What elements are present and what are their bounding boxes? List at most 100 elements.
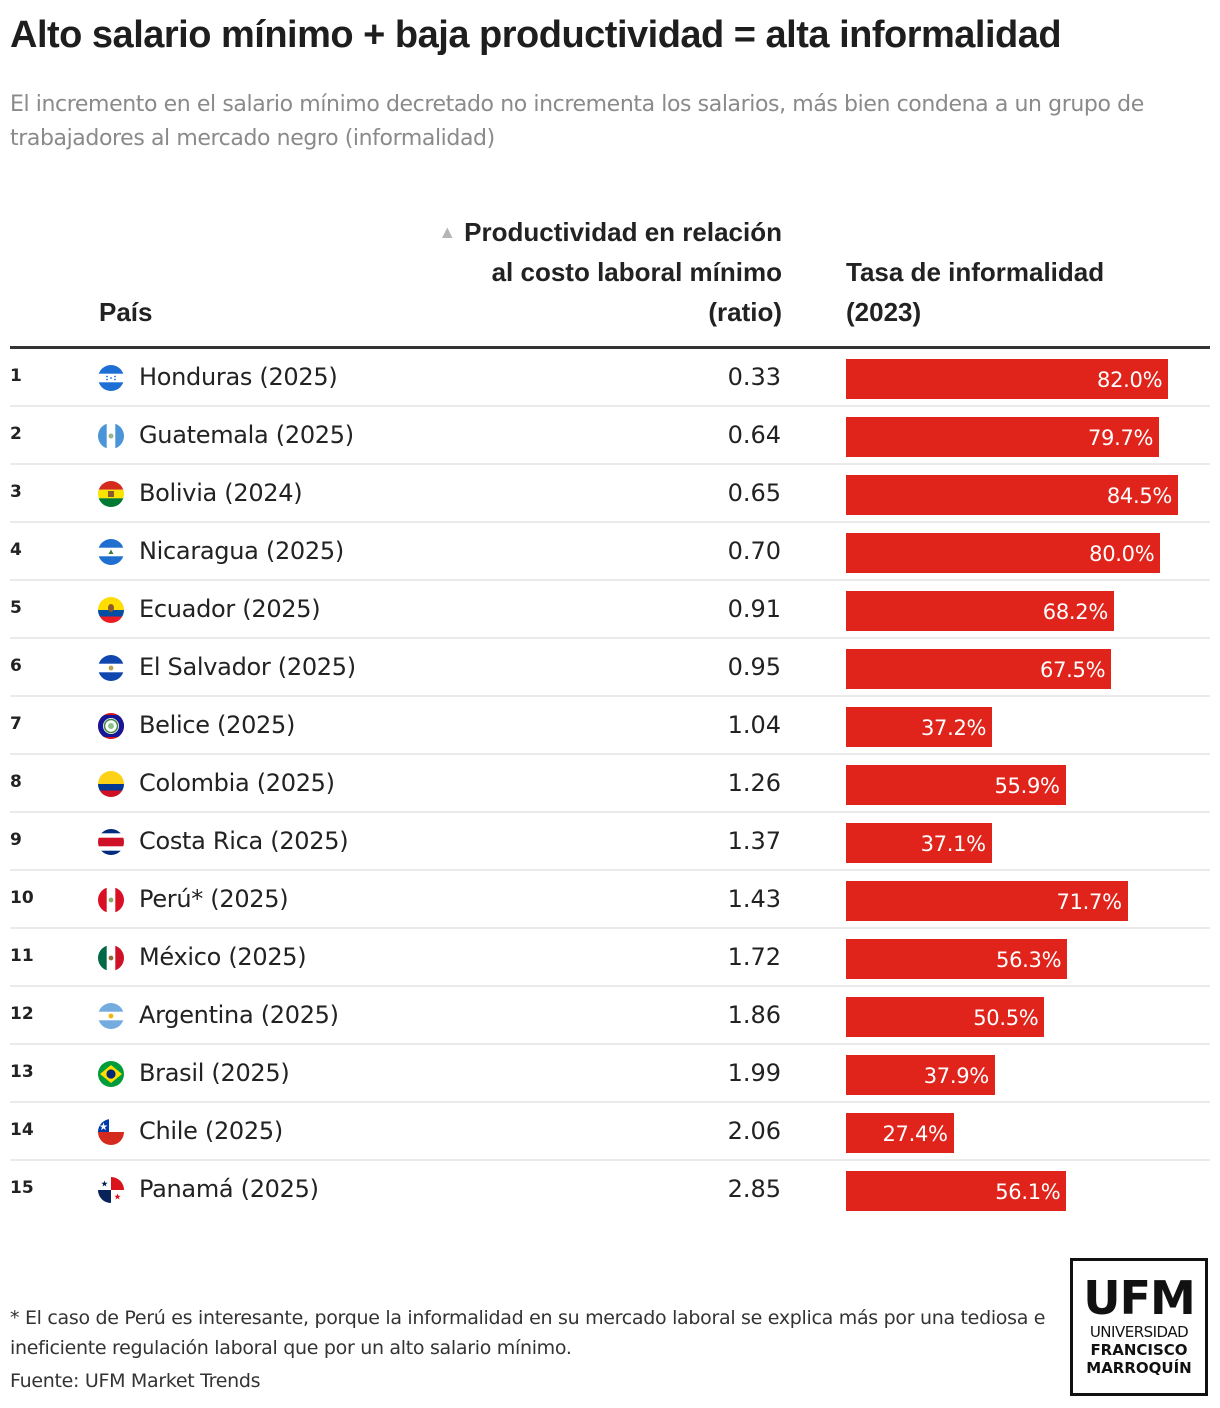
informality-label: 37.9% [923,1064,990,1088]
informality-label: 56.1% [995,1180,1061,1204]
productivity-value: 0.65 [727,479,781,507]
informality-bar: 50.5% [846,997,1045,1037]
row-rank: 10 [10,888,34,908]
country-name: Bolivia (2024) [139,479,303,507]
productivity-value: 1.37 [727,827,781,855]
informality-bar: 56.1% [846,1171,1067,1211]
productivity-value: 0.91 [727,595,781,623]
row-rank: 1 [10,366,22,386]
informality-label: 27.4% [882,1122,948,1146]
informality-bar: 27.4% [846,1113,954,1153]
row-rank: 3 [10,482,22,502]
informality-bar: 84.5% [846,475,1179,515]
table-row: 15 Panamá (2025) 2.85 56.1% [10,1161,1210,1219]
country-name: Perú* (2025) [139,885,289,913]
informality-label: 55.9% [994,774,1060,798]
table-row: 9 Costa Rica (2025) 1.37 37.1% [10,813,1210,871]
table-row: 7 Belice (2025) 1.04 37.2% [10,697,1210,755]
country-name: Guatemala (2025) [139,421,354,449]
informality-bar: 56.3% [846,939,1068,979]
column-header-productivity[interactable]: ▲ Productividad en relación al costo labo… [422,212,782,332]
row-rank: 13 [10,1062,34,1082]
table-row: 1 Honduras (2025) 0.33 82.0% [10,349,1210,407]
country-name: Nicaragua (2025) [139,537,344,565]
row-rank: 9 [10,830,22,850]
informality-label: 79.7% [1088,426,1154,450]
country-name: Panamá (2025) [139,1175,319,1203]
informality-label: 67.5% [1040,658,1106,682]
argentina-flag-icon [98,1003,124,1029]
row-rank: 4 [10,540,22,560]
mexico-flag-icon [98,945,124,971]
table-row: 6 El Salvador (2025) 0.95 67.5% [10,639,1210,697]
informality-label: 71.7% [1056,890,1123,914]
country-name: Chile (2025) [139,1117,283,1145]
informality-bar: 55.9% [846,765,1066,805]
informality-label: 84.5% [1106,484,1173,508]
table-body: 1 Honduras (2025) 0.33 82.0% 2 Guatemala (202… [10,349,1210,1219]
informality-bar: 71.7% [846,881,1128,921]
table-row: 5 Ecuador (2025) 0.91 68.2% [10,581,1210,639]
table-row: 3 Bolivia (2024) 0.65 84.5% [10,465,1210,523]
row-rank: 12 [10,1004,34,1024]
chile-flag-icon [98,1119,124,1145]
column-header-country[interactable]: País [99,297,153,327]
header-divider [10,346,1210,349]
sort-ascending-icon[interactable]: ▲ [438,222,457,242]
row-rank: 5 [10,598,22,618]
colombia-flag-icon [98,771,124,797]
informality-bar: 67.5% [846,649,1112,689]
row-rank: 6 [10,656,22,676]
guatemala-flag-icon [98,423,124,449]
informality-bar: 82.0% [846,359,1169,399]
country-name: Belice (2025) [139,711,296,739]
informality-bar: 79.7% [846,417,1160,457]
row-rank: 11 [10,946,34,966]
honduras-flag-icon [98,365,124,391]
productivity-value: 1.04 [727,711,781,739]
column-header-informality[interactable]: Tasa de informalidad (2023) [846,257,1105,327]
productivity-value: 0.70 [727,537,781,565]
ecuador-flag-icon [98,597,124,623]
productivity-value: 2.06 [727,1117,781,1145]
productivity-value: 1.43 [727,885,781,913]
el-salvador-flag-icon [98,655,124,681]
chart-subtitle: El incremento en el salario mínimo decre… [10,92,1144,151]
footnote: * El caso de Perú es interesante, porque… [10,1307,1046,1359]
informality-bar: 68.2% [846,591,1115,631]
country-name: México (2025) [139,943,307,971]
table-row: 2 Guatemala (2025) 0.64 79.7% [10,407,1210,465]
informality-label: 56.3% [996,948,1062,972]
informality-label: 80.0% [1089,542,1155,566]
costa-rica-flag-icon [98,829,124,855]
country-name: Brasil (2025) [139,1059,290,1087]
table-row: 14 Chile (2025) 2.06 27.4% [10,1103,1210,1161]
informality-label: 50.5% [973,1006,1039,1030]
table-row: 4 Nicaragua (2025) 0.70 80.0% [10,523,1210,581]
country-name: Honduras (2025) [139,363,338,391]
row-rank: 8 [10,772,22,792]
panama-flag-icon [98,1177,124,1203]
row-rank: 14 [10,1120,34,1140]
logo-abbr: UFM [1083,1271,1196,1325]
productivity-value: 0.64 [727,421,781,449]
productivity-value: 2.85 [727,1175,781,1203]
logo-line-1: UNIVERSIDAD [1089,1323,1189,1341]
logo-line-2: FRANCISCO [1090,1341,1188,1359]
informality-label: 82.0% [1097,368,1163,392]
informality-bar: 37.2% [846,707,993,747]
informality-label: 37.1% [920,832,987,856]
logo-line-3: MARROQUÍN [1086,1359,1192,1377]
table-row: 8 Colombia (2025) 1.26 55.9% [10,755,1210,813]
productivity-value: 1.86 [727,1001,781,1029]
productivity-value: 0.33 [727,363,781,391]
table-row: 11 México (2025) 1.72 56.3% [10,929,1210,987]
row-rank: 7 [10,714,22,734]
productivity-value: 1.72 [727,943,781,971]
country-name: Colombia (2025) [139,769,335,797]
country-name: Argentina (2025) [139,1001,339,1029]
informality-label: 68.2% [1042,600,1109,624]
source-note: Fuente: UFM Market Trends [10,1370,261,1392]
belize-flag-icon [98,713,124,739]
ufm-logo: UFM UNIVERSIDAD FRANCISCO MARROQUÍN [1070,1258,1208,1396]
